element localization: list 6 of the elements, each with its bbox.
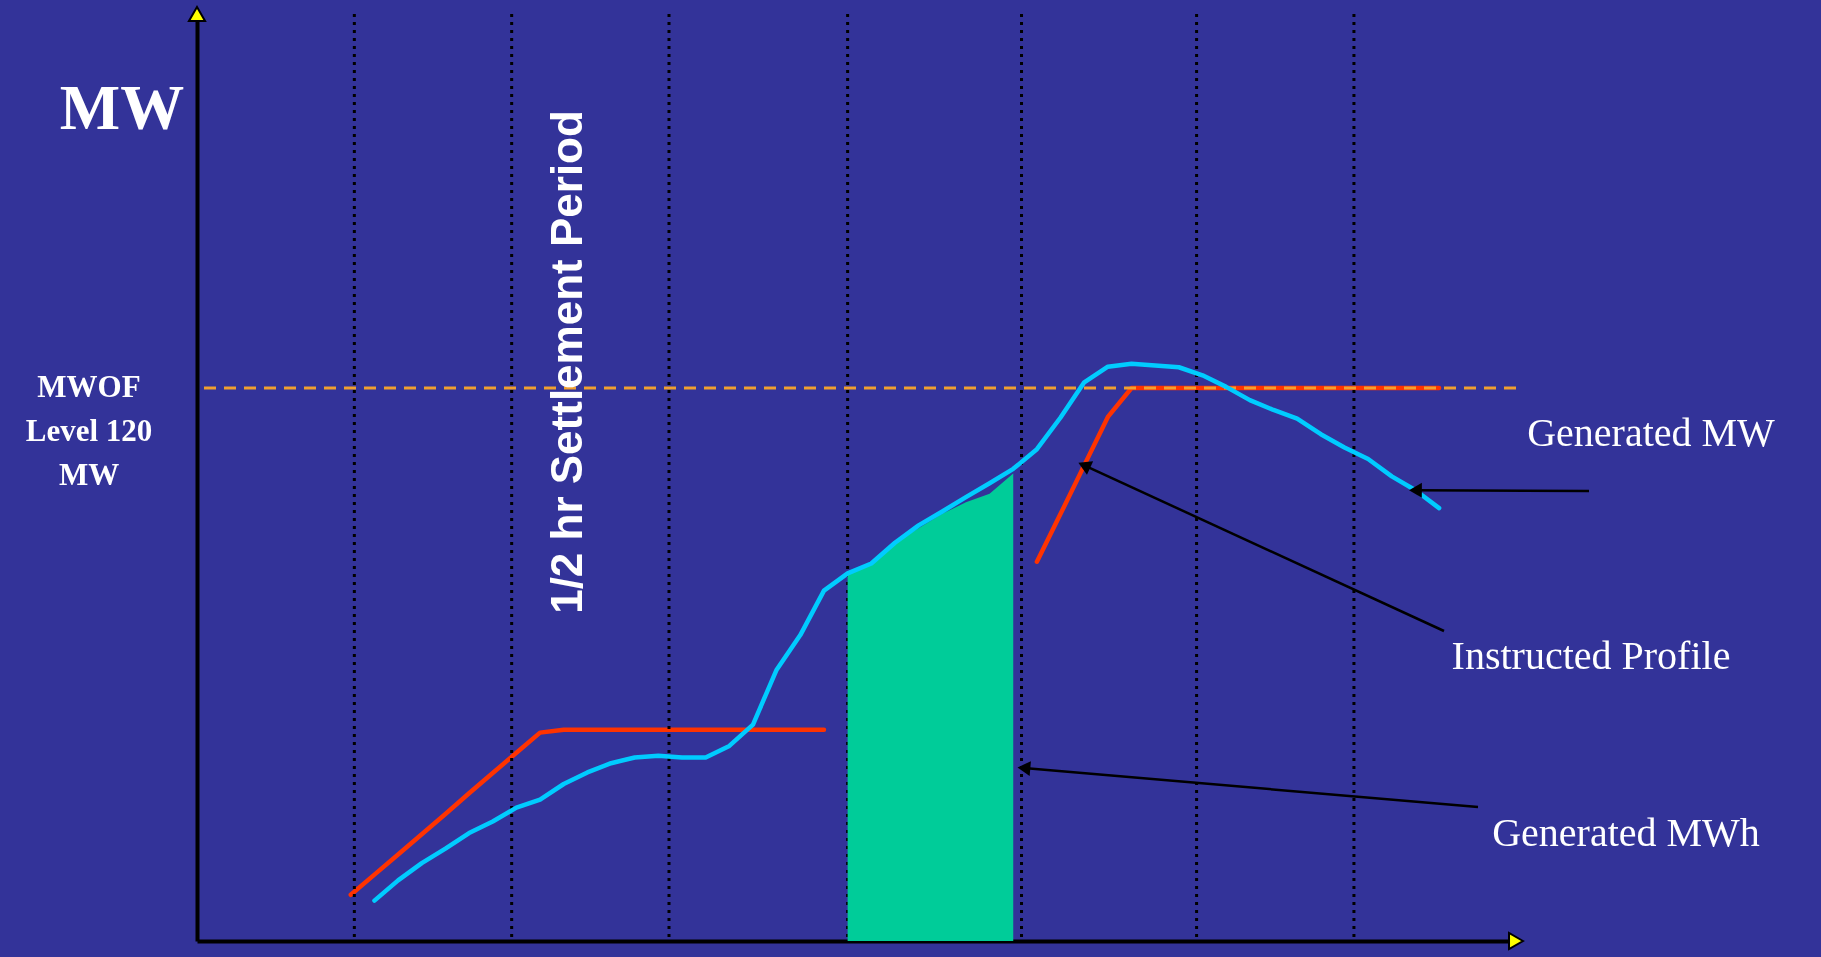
y-axis-title: MW: [59, 72, 185, 143]
annotation: 1/2 hr Settlement Period: [542, 110, 591, 614]
annotation: Instructed Profile: [1451, 633, 1731, 678]
ref-line-label: MWOF Level 120 MW: [25, 369, 153, 493]
text: Generated MW: [1527, 410, 1776, 455]
text: Generated MWh: [1492, 810, 1760, 855]
